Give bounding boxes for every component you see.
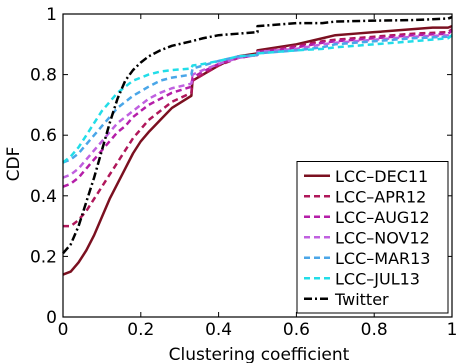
x-tick-label: 0 <box>58 320 69 340</box>
x-tick-label: 0.2 <box>127 320 154 340</box>
y-tick-label: 1 <box>46 5 57 25</box>
series-line-5 <box>62 34 453 164</box>
x-tick-label: 1 <box>447 320 457 340</box>
x-tick-label: 0.4 <box>205 320 232 340</box>
y-axis-label: CDF <box>4 147 24 182</box>
legend-label: LCC–APR12 <box>335 187 426 206</box>
x-axis-label: Clustering coefficient <box>169 345 350 363</box>
plot-frame <box>62 13 453 318</box>
axes-frame <box>62 13 453 318</box>
legend-label: Twitter <box>334 290 389 309</box>
y-tick-label: 0.4 <box>30 187 57 207</box>
series-line-3 <box>62 29 453 188</box>
series-line-6 <box>62 34 453 164</box>
y-tick-label: 0 <box>46 308 57 328</box>
series-line-2 <box>63 28 453 228</box>
legend-label: LCC–NOV12 <box>335 228 430 247</box>
series-layer <box>62 15 453 276</box>
legend-label: LCC–MAR13 <box>335 249 430 268</box>
y-tick-label: 0.2 <box>30 247 57 267</box>
legend-label: LCC–AUG12 <box>335 208 430 227</box>
series-line-7 <box>62 15 453 255</box>
axis-ticks: 0 0.2 0.4 0.6 0.8 1 0 0.2 0.4 0.6 0.8 1 <box>30 5 457 340</box>
legend-label: LCC–JUL13 <box>335 269 420 288</box>
legend-label: LCC–DEC11 <box>335 167 428 186</box>
x-tick-label: 0.6 <box>283 320 310 340</box>
series-line-4 <box>62 31 453 179</box>
legend-box <box>296 161 449 314</box>
y-tick-label: 0.6 <box>30 126 57 146</box>
x-tick-label: 0.8 <box>361 320 388 340</box>
y-tick-label: 0.8 <box>30 66 57 86</box>
